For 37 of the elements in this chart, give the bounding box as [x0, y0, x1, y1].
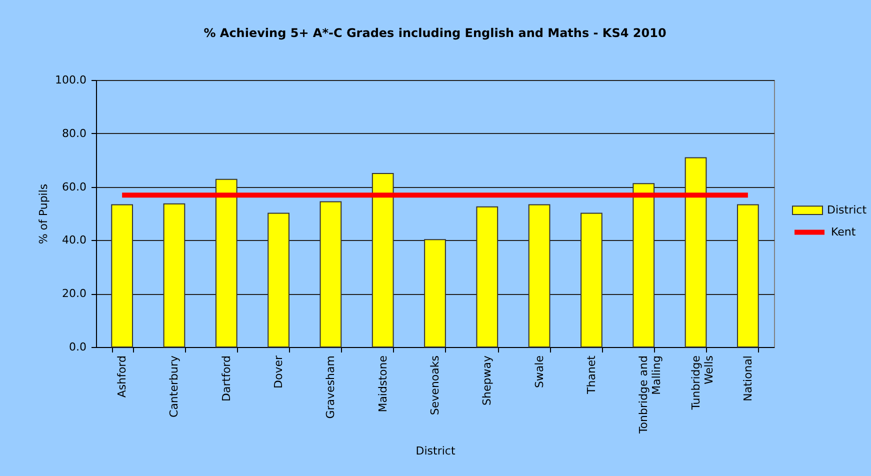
y-axis-title: % of Pupils [37, 184, 50, 244]
x-tick-label: Ashford [116, 356, 129, 398]
legend-label: Kent [831, 225, 856, 238]
x-tick-label: Tonbridge and Malling [637, 356, 664, 435]
legend-label: District [827, 203, 868, 216]
bar [580, 212, 602, 348]
bar [632, 183, 655, 348]
bar [736, 204, 759, 348]
bar [424, 239, 446, 348]
x-tick-label: Gravesham [324, 356, 338, 419]
bar [476, 206, 498, 348]
y-tick-label: 100.0 [55, 74, 86, 86]
bar [372, 172, 394, 348]
y-tick-label: 40.0 [62, 234, 86, 247]
bar [684, 157, 707, 348]
bar [320, 201, 342, 348]
x-tick-label: Dover [272, 355, 286, 388]
x-tick-label: Dartford [220, 356, 233, 402]
y-tick-label: 80.0 [62, 126, 86, 140]
bar [111, 204, 134, 348]
y-tick-label: 60.0 [62, 180, 86, 194]
x-tick-label: Swale [532, 355, 546, 388]
x-tick-label: Sevenoaks [428, 355, 442, 416]
x-axis-title: District [416, 444, 456, 458]
x-tick-label: Shepway [480, 355, 494, 406]
chart-title: % Achieving 5+ A*-C Grades including English and Maths - KS4 2010 [204, 26, 666, 40]
x-tick-label: National [741, 356, 754, 402]
y-tick-label: 0.0 [69, 340, 86, 354]
bar [215, 178, 238, 348]
bar [163, 203, 186, 348]
x-tick-label: Thanet [584, 354, 598, 395]
x-tick-label: Maidstone [376, 355, 390, 412]
x-tick-label: Canterbury [168, 355, 181, 418]
x-tick-label: Tunbridge Wells [689, 355, 716, 411]
y-tick-label: 20.0 [62, 287, 86, 300]
bar [528, 204, 550, 348]
bar [268, 212, 290, 348]
